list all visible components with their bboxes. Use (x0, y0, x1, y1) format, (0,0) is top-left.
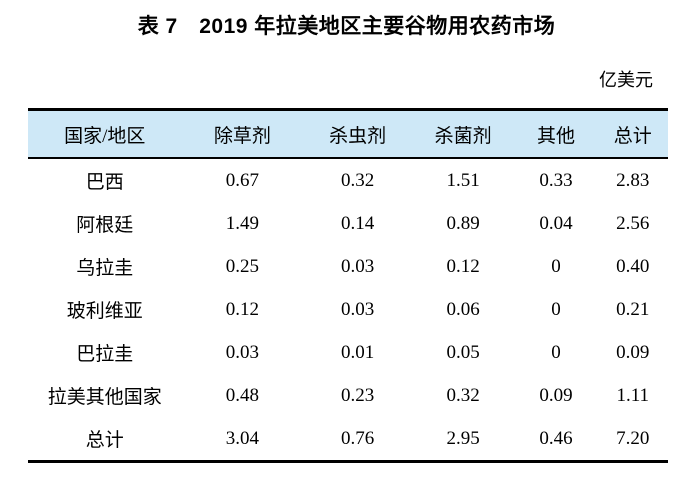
value-cell: 0.67 (225, 169, 260, 191)
value-cell: 0.76 (340, 427, 375, 449)
table-row-total: 总计 3.04 0.76 2.95 0.46 7.20 (28, 417, 668, 462)
value-cell: 0.03 (340, 298, 375, 320)
region-cell: 玻利维亚 (66, 301, 143, 322)
value-cell: 2.56 (616, 212, 650, 234)
value-cell: 0.89 (446, 212, 480, 234)
value-cell: 0.12 (446, 255, 480, 277)
value-cell: 0 (551, 341, 561, 363)
table-row: 巴西 0.67 0.32 1.51 0.33 2.83 (28, 158, 668, 202)
column-header-total: 总计 (613, 125, 652, 147)
value-cell: 1.11 (616, 384, 650, 406)
value-cell: 0.46 (539, 427, 573, 449)
value-cell: 0.33 (539, 169, 573, 191)
value-cell: 0.06 (446, 298, 480, 320)
value-cell: 0.04 (539, 212, 573, 234)
value-cell: 1.49 (225, 212, 260, 234)
value-cell: 2.95 (446, 427, 480, 449)
column-header-herbicide: 除草剂 (213, 125, 271, 147)
value-cell: 3.04 (225, 427, 260, 449)
table-row: 乌拉圭 0.25 0.03 0.12 0 0.40 (28, 245, 668, 288)
value-cell: 0.40 (616, 255, 650, 277)
value-cell: 0.01 (340, 341, 375, 363)
table-row: 拉美其他国家 0.48 0.23 0.32 0.09 1.11 (28, 374, 668, 417)
region-cell: 巴西 (85, 172, 124, 193)
value-cell: 0.23 (340, 384, 375, 406)
value-cell: 0.12 (225, 298, 260, 320)
column-header-other: 其他 (536, 125, 575, 147)
column-header-region: 国家/地区 (64, 125, 146, 147)
column-header-insecticide: 杀虫剂 (329, 125, 387, 147)
value-cell: 0.09 (616, 341, 650, 363)
value-cell: 0.48 (225, 384, 260, 406)
value-cell: 0.03 (340, 255, 375, 277)
value-cell: 2.83 (616, 169, 650, 191)
region-cell: 乌拉圭 (76, 258, 134, 279)
table-row: 巴拉圭 0.03 0.01 0.05 0 0.09 (28, 331, 668, 374)
unit-label: 亿美元 (599, 70, 653, 90)
value-cell: 0.14 (340, 212, 375, 234)
region-cell: 总计 (85, 430, 124, 451)
value-cell: 0.25 (225, 255, 260, 277)
value-cell: 0 (551, 255, 561, 277)
table-title: 表 7 2019 年拉美地区主要谷物用农药市场 (137, 15, 556, 38)
value-cell: 0.03 (225, 341, 260, 363)
region-cell: 阿根廷 (76, 215, 134, 236)
column-header-fungicide: 杀菌剂 (434, 125, 492, 147)
value-cell: 0.32 (446, 384, 480, 406)
table-row: 玻利维亚 0.12 0.03 0.06 0 0.21 (28, 288, 668, 331)
value-cell: 7.20 (616, 427, 650, 449)
value-cell: 0.05 (446, 341, 480, 363)
region-cell: 拉美其他国家 (47, 387, 162, 408)
table-row: 阿根廷 1.49 0.14 0.89 0.04 2.56 (28, 202, 668, 245)
value-cell: 0.21 (616, 298, 650, 320)
value-cell: 1.51 (446, 169, 480, 191)
value-cell: 0 (551, 298, 561, 320)
value-cell: 0.32 (340, 169, 375, 191)
region-cell: 巴拉圭 (76, 344, 134, 365)
value-cell: 0.09 (539, 384, 573, 406)
header-row: 国家/地区 除草剂 杀虫剂 杀菌剂 其他 总计 (28, 109, 668, 158)
pesticide-market-table: 国家/地区 除草剂 杀虫剂 杀菌剂 其他 总计 巴西 0.67 0.32 1.5… (28, 108, 668, 463)
